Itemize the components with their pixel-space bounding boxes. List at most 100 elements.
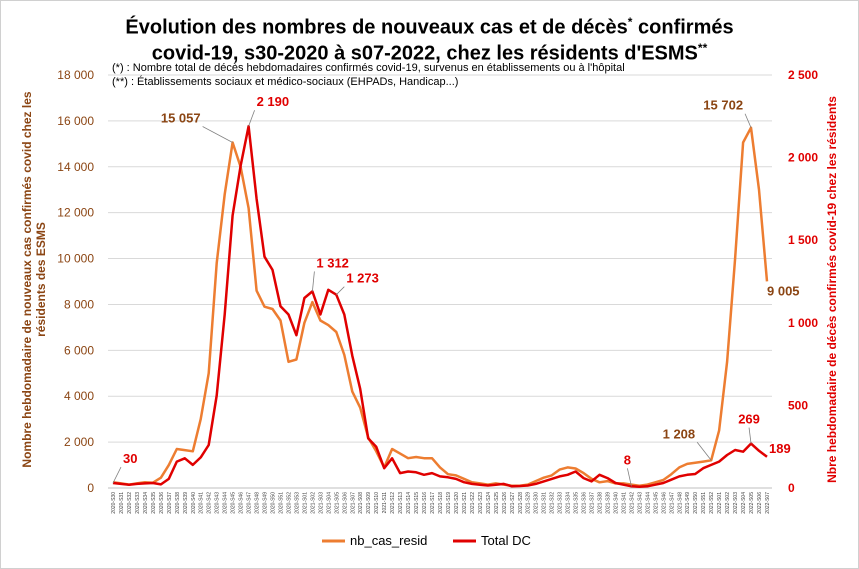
y-tick-label: 8 000 [64,297,94,311]
x-tick-label: 2020-S32 [127,492,133,514]
x-tick-label: 2021-S08 [358,492,364,514]
x-tick-label: 2021-S49 [685,492,691,514]
x-tick-label: 2021-S21 [462,492,468,514]
x-tick-label: 2020-S42 [207,492,213,514]
x-tick-label: 2021-S42 [629,492,635,514]
x-tick-label: 2021-S37 [590,492,596,514]
x-tick-label: 2022-S05 [749,492,755,514]
x-tick-label: 2020-S43 [215,492,221,514]
x-tick-label: 2022-S03 [733,492,739,514]
series-line-total-dc [112,124,768,488]
x-tick-label: 2021-S02 [310,492,316,514]
x-tick-label: 2022-S04 [741,492,747,514]
x-tick-label: 2020-S38 [175,492,181,514]
x-tick-label: 2021-S25 [494,492,500,514]
x-tick-label: 2021-S13 [398,492,404,514]
x-tick-label: 2021-S19 [446,492,452,514]
x-tick-label: 2021-S38 [598,492,604,514]
y2-tick-label: 1 500 [788,233,818,247]
annotation-leader [202,126,233,143]
x-tick-label: 2021-S27 [510,492,516,514]
x-tick-label: 2021-S51 [701,492,707,514]
x-tick-label: 2020-S40 [191,492,197,514]
x-tick-label: 2020-S45 [231,492,237,514]
x-tick-label: 2021-S32 [550,492,556,514]
x-tick-label: 2020-S35 [151,492,157,514]
x-tick-label: 2021-S03 [318,492,324,514]
y-tick-label: 4 000 [64,389,94,403]
x-tick-label: 2021-S23 [478,492,484,514]
x-axis: 2020-S30 2020-S31 2020-S32 2020-S33 2020-S34… [108,487,772,514]
y-axis-title-line-1: Nombre hebdomadaire de nouveaux cas conf… [20,91,34,467]
y-tick-label: 10 000 [57,252,94,266]
y-tick-label: 2 000 [64,435,94,449]
x-tick-label: 2021-S16 [422,492,428,514]
annotation-leader [696,442,712,461]
annotation-leader [112,466,122,484]
x-tick-label: 2021-S14 [406,492,412,514]
x-tick-label: 2021-S18 [438,492,444,514]
x-tick-label: 2021-S12 [390,492,396,514]
legend-label-nb-cas-resid: nb_cas_resid [350,533,427,548]
annotation-leader [627,468,632,487]
x-tick-label: 2021-S22 [470,492,476,514]
x-tick-label: 2020-S37 [167,492,173,514]
x-tick-label: 2021-S45 [653,492,659,514]
x-tick-label: 2021-S50 [693,492,699,514]
x-tick-label: 2021-S15 [414,492,420,514]
annotation-label: 1 312 [316,255,349,270]
x-tick-label: 2020-S41 [199,492,205,514]
x-tick-label: 2021-S39 [605,492,611,514]
y-tick-label: 12 000 [57,206,94,220]
x-tick-label: 2021-S43 [637,492,643,514]
x-tick-label: 2020-S30 [111,492,117,514]
x-tick-label: 2021-S34 [566,492,572,514]
x-tick-label: 2021-S28 [518,492,524,514]
x-tick-label: 2021-S10 [374,492,380,514]
y-axis-left: 0 2 000 4 000 6 000 8 000 10 000 12 000 14 000 1… [57,68,94,495]
x-tick-label: 2021-S17 [430,492,436,514]
x-tick-label: 2021-S09 [366,492,372,514]
y2-tick-label: 2 000 [788,151,818,165]
y-tick-label: 6 000 [64,343,94,357]
x-tick-label: 2021-S44 [645,492,651,514]
y-axis-title-line-2: résidents des ESMS [34,222,48,337]
x-tick-label: 2021-S36 [582,492,588,514]
x-tick-label: 2020-S36 [159,492,165,514]
annotation-label: 269 [738,412,760,427]
y2-axis-title: Nbre hebdomadaire de décès confirmés cov… [825,96,839,483]
x-tick-label: 2021-S04 [326,492,332,514]
annotation-label: 1 208 [663,426,696,441]
x-tick-label: 2022-S02 [725,492,731,514]
x-tick-label: 2021-S31 [542,492,548,514]
x-tick-label: 2021-S07 [350,492,356,514]
annotation-leader [248,110,255,127]
x-tick-label: 2021-S26 [502,492,508,514]
x-tick-label: 2020-S52 [286,492,292,514]
x-tick-label: 2020-S47 [247,492,253,514]
x-tick-label: 2021-S06 [342,492,348,514]
x-tick-label: 2021-S33 [558,492,564,514]
x-tick-label: 2021-S30 [534,492,540,514]
x-tick-label: 2022-S06 [757,492,763,514]
chart-title-line-2: covid-19, s30-2020 à s07-2022, chez les … [151,41,708,65]
x-tick-label: 2020-S48 [255,492,261,514]
x-tick-label: 2021-S24 [486,492,492,514]
axis-titles: Nombre hebdomadaire de nouveaux cas conf… [20,91,839,483]
annotation-leader [311,271,315,292]
x-tick-label: 2022-S07 [765,492,771,514]
x-tick-label: 2021-S46 [661,492,667,514]
footnote-2: (**) : Établissements sociaux et médico-… [112,76,459,88]
x-tick-label: 2021-S35 [574,492,580,514]
x-tick-label: 2021-S40 [613,492,619,514]
x-tick-label: 2020-S33 [135,492,141,514]
chart-title-line-1: Évolution des nombres de nouveaux cas et… [125,15,734,39]
annotation-label: 1 273 [346,271,379,286]
x-tick-label: 2020-S46 [239,492,245,514]
y-axis-right: 0 500 1 000 1 500 2 000 2 500 [788,68,818,495]
x-tick-label: 2020-S34 [143,492,149,514]
annotation-leader [748,427,752,444]
annotation-label: 15 057 [161,111,201,126]
y-tick-label: 16 000 [57,114,94,128]
